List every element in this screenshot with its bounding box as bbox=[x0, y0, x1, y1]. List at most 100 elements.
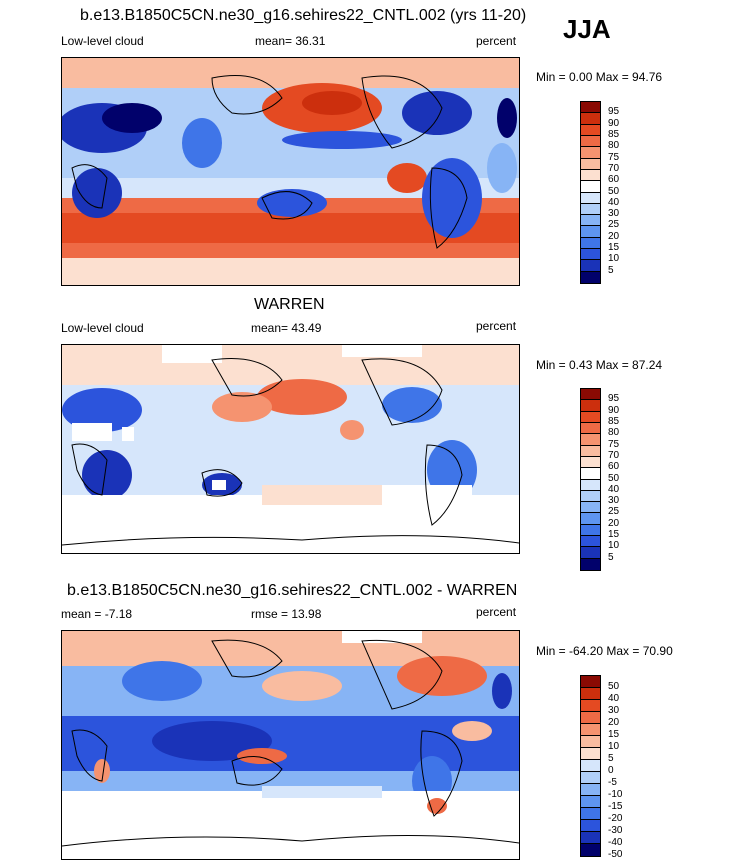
panel2-colorbar-tick-label: 20 bbox=[608, 517, 620, 529]
panel3-map-svg bbox=[62, 631, 519, 859]
season-label: JJA bbox=[563, 14, 611, 44]
panel1-colorbar-tick-label: 75 bbox=[608, 151, 620, 163]
panel1-colorbar-tick-label: 40 bbox=[608, 196, 620, 208]
panel1-colorbar-tick-label: 50 bbox=[608, 185, 620, 197]
panel2-colorbar-swatch bbox=[581, 536, 600, 548]
panel2-colorbar-swatch bbox=[581, 456, 600, 469]
panel3-map bbox=[61, 630, 520, 860]
panel1-colorbar-tick-label: 85 bbox=[608, 128, 620, 140]
panel3-colorbar-swatch bbox=[581, 688, 600, 700]
panel2-colorbar-tick-label: 95 bbox=[608, 393, 620, 405]
panel1-map-svg bbox=[62, 58, 519, 285]
panel3-minmax: Min = -64.20 Max = 70.90 bbox=[536, 644, 673, 658]
panel2-colorbar-tick-label: 5 bbox=[608, 551, 614, 563]
panel3-rmse-label: rmse = 13.98 bbox=[251, 607, 322, 621]
panel1-colorbar-tick-label: 90 bbox=[608, 117, 620, 129]
panel1-title: b.e13.B1850C5CN.ne30_g16.sehires22_CNTL.… bbox=[80, 7, 527, 24]
panel2-colorbar-tick-label: 90 bbox=[608, 404, 620, 416]
panel2-title: WARREN bbox=[254, 296, 325, 313]
panel1-colorbar-tick-label: 30 bbox=[608, 208, 620, 220]
panel1-colorbar-tick-label: 5 bbox=[608, 264, 614, 276]
panel3-colorbar-swatch bbox=[581, 724, 600, 736]
panel2-colorbar-tick-label: 85 bbox=[608, 415, 620, 427]
panel2-colorbar-swatch bbox=[581, 389, 600, 401]
panel1-colorbar-swatch bbox=[581, 158, 600, 170]
panel2-colorbar-swatch bbox=[581, 445, 600, 457]
panel1-map bbox=[61, 57, 520, 286]
panel2-colorbar-tick-label: 80 bbox=[608, 427, 620, 439]
panel2-colorbar-tick-label: 50 bbox=[608, 472, 620, 484]
panel1-colorbar-swatch bbox=[581, 203, 600, 216]
panel1-colorbar-swatch bbox=[581, 271, 600, 283]
panel3-colorbar-tick-label: 0 bbox=[608, 765, 614, 776]
panel2-colorbar-tick-label: 10 bbox=[608, 540, 620, 552]
panel2-colorbar-tick-label: 30 bbox=[608, 495, 620, 507]
panel2-colorbar-tick-label: 60 bbox=[608, 461, 620, 473]
panel1-minmax: Min = 0.00 Max = 94.76 bbox=[536, 70, 663, 84]
panel3-colorbar-swatch bbox=[581, 832, 600, 844]
panel3-colorbar-swatch bbox=[581, 796, 600, 808]
panel1-colorbar-tick-label: 10 bbox=[608, 253, 620, 265]
panel3-colorbar-swatch bbox=[581, 784, 600, 796]
panel2-colorbar-swatch bbox=[581, 468, 600, 480]
panel2-mean-label: mean= 43.49 bbox=[251, 321, 322, 335]
panel2-colorbar-swatch bbox=[581, 400, 600, 412]
panel2-map bbox=[61, 344, 520, 554]
panel3-colorbar-swatch bbox=[581, 712, 600, 724]
panel2-colorbar-swatch bbox=[581, 502, 600, 514]
panel3-colorbar-tick-label: 30 bbox=[608, 705, 620, 716]
panel3-colorbar-tick-label: 50 bbox=[608, 681, 620, 692]
panel1-colorbar-tick-label: 95 bbox=[608, 106, 620, 118]
panel3-colorbar-tick-label: -5 bbox=[608, 777, 617, 788]
panel3-colorbar-tick-label: -20 bbox=[608, 813, 623, 824]
panel2-colorbar-swatch bbox=[581, 490, 600, 503]
panel2-minmax: Min = 0.43 Max = 87.24 bbox=[536, 358, 663, 372]
panel3-colorbar-swatch bbox=[581, 820, 600, 832]
panel2-colorbar-tick-label: 15 bbox=[608, 529, 620, 541]
panel3-colorbar-swatch bbox=[581, 676, 600, 688]
panel1-colorbar-tick-label: 80 bbox=[608, 140, 620, 152]
panel2-colorbar bbox=[580, 388, 601, 571]
panel3-colorbar-swatch bbox=[581, 760, 600, 772]
panel1-mean-label: mean= 36.31 bbox=[255, 34, 326, 48]
panel2-colorbar-swatch bbox=[581, 434, 600, 446]
panel1-colorbar-tick-label: 15 bbox=[608, 242, 620, 254]
panel3-colorbar-swatch bbox=[581, 736, 600, 748]
panel3-colorbar-tick-label: 40 bbox=[608, 693, 620, 704]
panel1-colorbar-tick-label: 60 bbox=[608, 174, 620, 186]
panel3-colorbar-swatch bbox=[581, 748, 600, 760]
panel3-title: b.e13.B1850C5CN.ne30_g16.sehires22_CNTL.… bbox=[67, 582, 518, 599]
panel1-colorbar-swatch bbox=[581, 135, 600, 148]
panel3-colorbar-tick-label: -10 bbox=[608, 789, 623, 800]
panel3-colorbar-swatch bbox=[581, 772, 600, 784]
panel3-colorbar bbox=[580, 675, 601, 857]
panel1-colorbar-swatch bbox=[581, 124, 600, 136]
panel1-colorbar-swatch bbox=[581, 237, 600, 250]
panel1-colorbar-swatch bbox=[581, 192, 600, 204]
panel3-colorbar-swatch bbox=[581, 700, 600, 712]
panel1-colorbar-tick-label: 70 bbox=[608, 162, 620, 174]
panel1-colorbar-swatch bbox=[581, 181, 600, 193]
panel3-colorbar-tick-label: -30 bbox=[608, 825, 623, 836]
panel3-colorbar-tick-label: 5 bbox=[608, 753, 614, 764]
panel3-colorbar-tick-label: -50 bbox=[608, 849, 623, 860]
panel1-colorbar-swatch bbox=[581, 249, 600, 261]
panel2-colorbar-swatch bbox=[581, 547, 600, 559]
panel1-colorbar bbox=[580, 101, 601, 284]
panel2-colorbar-swatch bbox=[581, 513, 600, 525]
panel2-colorbar-tick-label: 70 bbox=[608, 449, 620, 461]
panel2-colorbar-tick-label: 40 bbox=[608, 483, 620, 495]
panel3-colorbar-swatch bbox=[581, 808, 600, 820]
panel1-colorbar-swatch bbox=[581, 226, 600, 238]
panel3-colorbar-tick-label: 10 bbox=[608, 741, 620, 752]
panel1-left-label: Low-level cloud bbox=[61, 34, 144, 48]
panel2-colorbar-swatch bbox=[581, 558, 600, 570]
panel3-mean-label: mean = -7.18 bbox=[61, 607, 133, 621]
panel1-colorbar-swatch bbox=[581, 102, 600, 114]
panel2-colorbar-swatch bbox=[581, 479, 600, 491]
panel2-colorbar-swatch bbox=[581, 524, 600, 537]
panel2-colorbar-tick-label: 25 bbox=[608, 506, 620, 518]
panel2-left-label: Low-level cloud bbox=[61, 321, 144, 335]
panel2-units-label: percent bbox=[476, 319, 517, 333]
panel1-colorbar-swatch bbox=[581, 113, 600, 125]
